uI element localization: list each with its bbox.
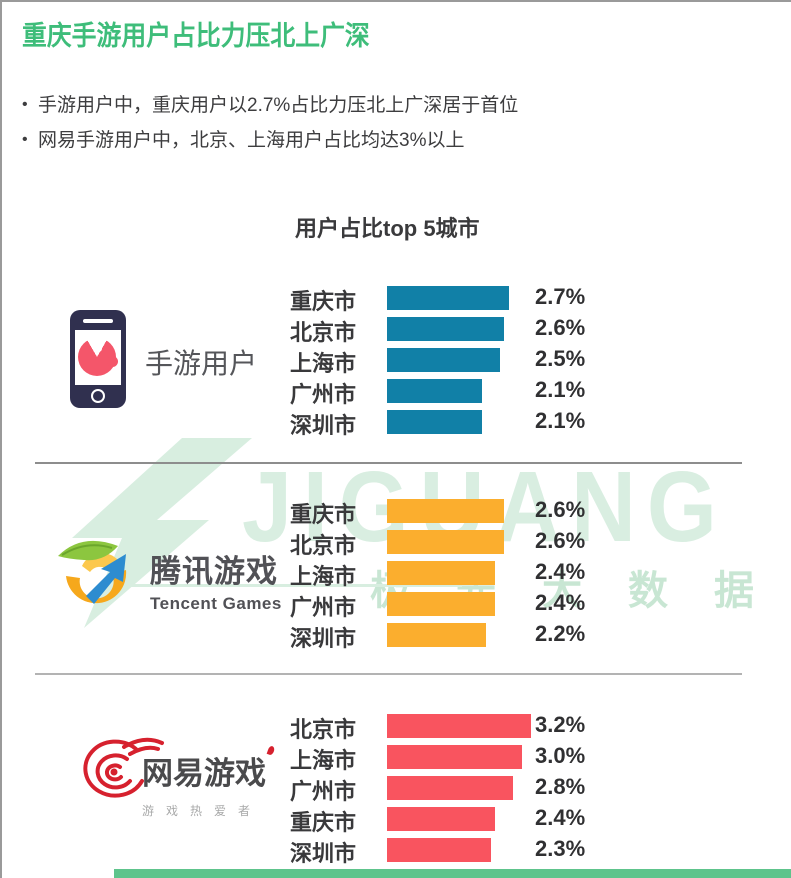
value-label: 2.6%: [535, 315, 586, 340]
bottom-accent-bar: [114, 869, 791, 878]
value-bar: [387, 592, 495, 616]
tencent-games-name: 腾讯游戏: [150, 554, 278, 589]
section-divider: [35, 462, 742, 464]
city-label: 深圳市: [290, 413, 357, 438]
section-divider: [35, 673, 742, 675]
city-label: 深圳市: [290, 626, 357, 651]
value-bar: [387, 286, 509, 310]
phone-speaker: [83, 319, 113, 323]
bullet-dot: •: [22, 96, 28, 113]
netease-games-slogan: 游戏热爱者: [142, 804, 263, 818]
value-label: 2.3%: [535, 836, 586, 861]
value-bar: [387, 530, 504, 554]
netease-red-accent: [266, 745, 276, 756]
city-label: 北京市: [290, 533, 357, 558]
bullet-point-1: • 手游用户中，重庆用户以2.7%占比力压北上广深居于首位: [22, 90, 518, 117]
tencent-games-label: 腾讯游戏 Tencent Games: [150, 546, 282, 614]
bar-row: 重庆市 2.6%: [282, 496, 622, 527]
bar-row: 广州市 2.1%: [282, 376, 622, 407]
value-bar: [387, 379, 482, 403]
value-bar: [387, 623, 486, 647]
bar-row: 重庆市 2.7%: [282, 283, 622, 314]
value-bar: [387, 838, 491, 862]
bullet-point-2: • 网易手游用户中，北京、上海用户占比均达3%以上: [22, 125, 464, 152]
city-label: 北京市: [290, 320, 357, 345]
value-bar: [387, 807, 495, 831]
bar-row: 上海市 2.5%: [282, 345, 622, 376]
value-label: 2.4%: [535, 805, 586, 830]
netease-games-name: 网易游戏: [142, 745, 276, 793]
city-label: 重庆市: [290, 289, 357, 314]
bar-row: 深圳市 2.2%: [282, 620, 622, 651]
page-title: 重庆手游用户占比力压北上广深: [22, 21, 370, 51]
bar-group-mobile-users: 重庆市 2.7% 北京市 2.6% 上海市 2.5% 广州市 2.1% 深圳市 2.1%: [282, 283, 622, 438]
city-label: 重庆市: [290, 502, 357, 527]
value-bar: [387, 714, 531, 738]
value-label: 3.2%: [535, 712, 586, 737]
bar-row: 北京市 2.6%: [282, 314, 622, 345]
netease-games-label: 网易游戏 游戏热爱者: [142, 745, 276, 819]
value-bar: [387, 561, 495, 585]
value-label: 2.7%: [535, 284, 586, 309]
value-label: 2.5%: [535, 346, 586, 371]
bullet-dot: •: [22, 131, 28, 148]
bar-row: 深圳市 2.3%: [282, 835, 622, 866]
city-label: 上海市: [290, 564, 357, 589]
value-bar: [387, 745, 522, 769]
bar-row: 北京市 2.6%: [282, 527, 622, 558]
bullet-text: 手游用户中，重庆用户以2.7%占比力压北上广深居于首位: [38, 95, 519, 116]
value-bar: [387, 499, 504, 523]
value-bar: [387, 348, 500, 372]
bar-row: 上海市 2.4%: [282, 558, 622, 589]
value-label: 2.6%: [535, 528, 586, 553]
value-label: 2.4%: [535, 559, 586, 584]
bar-row: 北京市 3.2%: [282, 711, 622, 742]
city-label: 广州市: [290, 382, 357, 407]
city-label: 深圳市: [290, 841, 357, 866]
bar-group-tencent: 重庆市 2.6% 北京市 2.6% 上海市 2.4% 广州市 2.4% 深圳市 2.2%: [282, 496, 622, 651]
value-bar: [387, 317, 504, 341]
city-label: 北京市: [290, 717, 357, 742]
city-label: 广州市: [290, 595, 357, 620]
bar-group-netease: 北京市 3.2% 上海市 3.0% 广州市 2.8% 重庆市 2.4% 深圳市 2.3%: [282, 711, 622, 866]
city-label: 上海市: [290, 748, 357, 773]
city-label: 广州市: [290, 779, 357, 804]
value-bar: [387, 410, 482, 434]
section-label-mobile-users: 手游用户: [145, 348, 258, 379]
bar-row: 重庆市 2.4%: [282, 804, 622, 835]
value-label: 2.1%: [535, 408, 586, 433]
city-label: 上海市: [290, 351, 357, 376]
netease-games-logo-icon: [64, 735, 168, 818]
city-label: 重庆市: [290, 810, 357, 835]
tencent-games-logo-icon: [52, 530, 148, 623]
bar-row: 广州市 2.8%: [282, 773, 622, 804]
value-label: 2.1%: [535, 377, 586, 402]
mobile-game-phone-icon: [70, 310, 126, 408]
value-label: 2.2%: [535, 621, 586, 646]
value-label: 2.8%: [535, 774, 586, 799]
value-bar: [387, 776, 513, 800]
value-label: 2.4%: [535, 590, 586, 615]
pacman-dot: [107, 356, 118, 367]
phone-home-button: [91, 389, 105, 403]
bar-row: 上海市 3.0%: [282, 742, 622, 773]
bullet-text: 网易手游用户中，北京、上海用户占比均达3%以上: [38, 130, 465, 151]
chart-title: 用户占比top 5城市: [295, 216, 480, 241]
bar-row: 深圳市 2.1%: [282, 407, 622, 438]
bar-row: 广州市 2.4%: [282, 589, 622, 620]
tencent-games-en-name: Tencent Games: [150, 594, 282, 613]
value-label: 3.0%: [535, 743, 586, 768]
value-label: 2.6%: [535, 497, 586, 522]
phone-screen: [75, 330, 121, 385]
